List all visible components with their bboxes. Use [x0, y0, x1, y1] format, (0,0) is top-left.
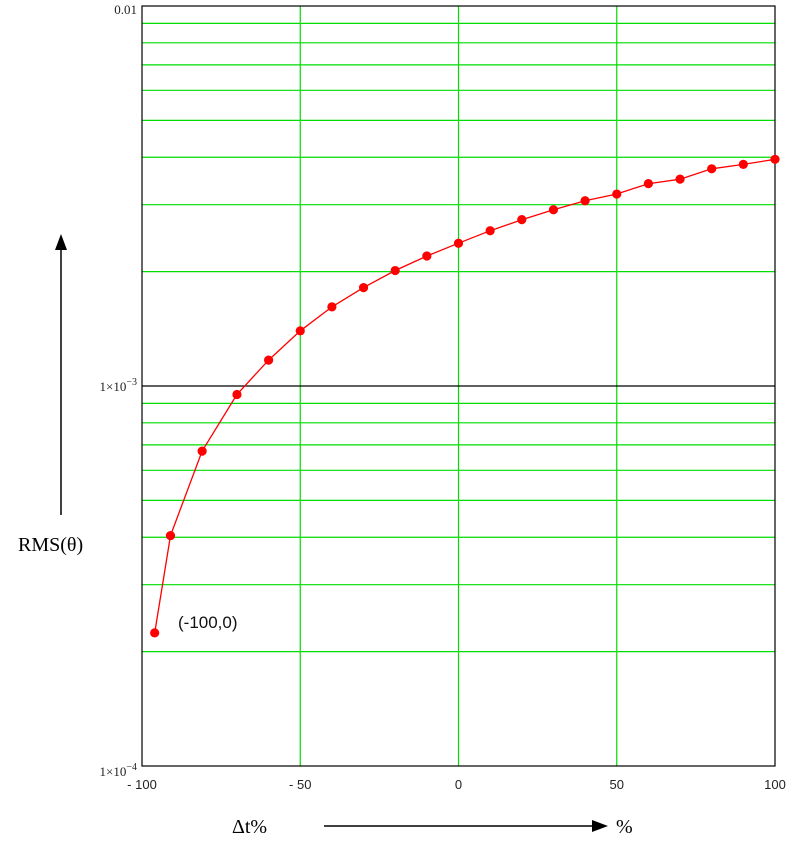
data-point	[707, 164, 717, 174]
x-tick-label: - 50	[289, 777, 311, 792]
x-axis-unit: %	[616, 816, 633, 838]
data-point	[232, 389, 242, 400]
data-point	[327, 302, 337, 312]
data-point	[580, 196, 590, 206]
data-point	[770, 154, 780, 164]
data-point	[264, 355, 274, 365]
data-point	[358, 283, 369, 293]
plot-frame	[141, 5, 776, 767]
data-point	[485, 226, 495, 236]
data-point	[738, 159, 748, 169]
data-point	[422, 251, 432, 261]
y-axis-arrow-head	[55, 234, 67, 250]
x-tick-label: 50	[610, 777, 624, 792]
data-point	[165, 530, 176, 541]
series-layer	[150, 154, 780, 638]
x-tick-label: 0	[455, 777, 462, 792]
y-axis-label: RMS(θ)	[18, 534, 83, 556]
data-point	[390, 265, 400, 276]
y-tick-bottom: 1×10−4	[100, 762, 137, 779]
data-point	[517, 215, 527, 225]
y-tick-mid-exp: −3	[126, 377, 137, 388]
x-tick-label: 100	[764, 777, 786, 792]
y-tick-mid: 1×10−3	[100, 377, 137, 394]
data-point	[453, 238, 464, 248]
y-tick-bottom-exp: −4	[126, 762, 137, 773]
data-point	[197, 446, 207, 456]
data-point	[295, 326, 305, 336]
y-tick-top: 0.01	[114, 2, 137, 17]
data-point	[150, 628, 160, 638]
x-axis-arrow-head	[592, 820, 608, 832]
point-annotation: (-100,0)	[178, 613, 238, 632]
y-tick-mid-base: 1×10	[100, 379, 127, 394]
data-point	[643, 179, 654, 189]
data-point	[612, 189, 622, 199]
data-point	[548, 205, 559, 215]
x-tick-labels: - 100 - 50 0 50 100	[127, 777, 786, 792]
data-point	[675, 174, 685, 184]
x-axis-label: Δt%	[232, 816, 267, 838]
y-tick-bottom-base: 1×10	[100, 764, 127, 779]
x-tick-label: - 100	[127, 777, 157, 792]
